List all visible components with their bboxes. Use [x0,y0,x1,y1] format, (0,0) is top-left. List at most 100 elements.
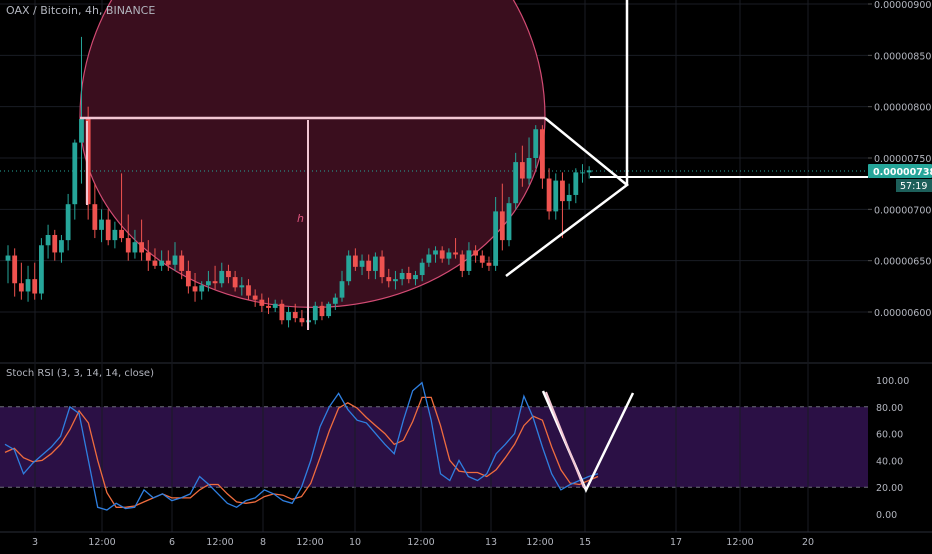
candle [393,270,398,290]
candle-body [145,252,151,261]
candle-body [586,170,592,173]
candle-body [486,262,492,266]
candle-body [406,272,412,280]
candle-body [199,285,205,292]
x-tick-label: 17 [670,537,682,548]
x-tick-label: 13 [485,537,497,548]
candle [332,293,338,310]
candle [226,264,231,284]
candle [533,125,539,169]
candle-body [359,260,365,267]
candle [266,297,271,315]
candle-body [446,252,452,259]
candle [199,281,205,300]
candle-body [513,162,519,204]
rsi-tick-label: 40.00 [876,456,903,467]
candle [366,254,372,280]
candle [25,265,31,302]
candle [79,36,84,184]
x-tick-label: 12:00 [726,537,753,548]
candle-body [519,162,525,179]
measure-label: h [297,212,304,225]
candle [179,250,185,280]
candle [192,272,198,302]
price-tick-label: 0.00000600 [874,308,931,319]
candle-body [566,194,572,202]
candle-body [312,305,318,321]
candle [473,245,478,263]
candle [286,306,291,328]
x-tick-label: 10 [349,537,361,548]
candle [359,254,365,276]
candle-body [172,255,178,265]
candle-body [379,256,385,278]
candle [172,242,178,271]
rsi-v-drawing [541,390,635,493]
candle-body [5,255,11,261]
candle [446,248,452,265]
candle-body [580,172,585,174]
last-price-badge [868,164,932,178]
price-tick-label: 0.00000700 [874,205,931,216]
candle-body [479,255,485,263]
candle-body [473,250,478,256]
x-tick-label: 12:00 [526,537,553,548]
candle-body [179,255,185,271]
candle [519,145,525,187]
candle [72,139,78,220]
candle-body [499,211,505,241]
candle [499,183,505,251]
candle-body [206,281,211,286]
candle-body [326,303,332,317]
candle [346,250,352,286]
candle-body [12,255,18,284]
candle-body [426,254,432,263]
candle [373,252,378,280]
candle-body [112,229,118,241]
candle-body [573,172,579,195]
candle [5,245,11,284]
candle-body [72,142,78,205]
candle-body [212,281,218,284]
candle-body [152,260,158,266]
candle-body [533,129,539,158]
candle [326,301,332,319]
candle-body [159,260,165,266]
candle-body [25,279,31,292]
price-tick-label: 0.00000650 [874,257,931,268]
candle-body [433,250,438,255]
candle [52,229,58,261]
candle-body [79,118,84,143]
rsi-tick-label: 0.00 [876,510,897,521]
price-tick-label: 0.00000750 [874,154,931,165]
candle-body [413,275,418,280]
candle [312,301,318,325]
candle [45,224,51,259]
candle-body [219,270,225,284]
candle [92,183,98,239]
x-tick-label: 3 [32,537,38,548]
stoch-rsi-d-line [4,396,599,508]
candle [212,265,218,290]
candle [513,152,519,210]
countdown-badge [896,179,932,192]
candle-body [459,254,465,271]
candle [279,299,285,325]
candle [526,137,532,185]
rsi-v-inner-line [545,391,585,489]
candle [219,262,225,288]
candle [419,258,425,282]
candle-body [546,178,552,212]
candle [272,299,278,312]
candle-body [439,250,445,259]
candle-body [540,129,545,179]
candle [99,209,104,243]
candle [573,168,579,204]
candle [339,270,345,302]
rsi-tick-label: 60.00 [876,430,903,441]
last-price-label: 0.00000738 [873,167,932,178]
candle-body [299,318,305,323]
price-tick-label: 0.00000850 [874,51,931,62]
candle [580,164,585,183]
